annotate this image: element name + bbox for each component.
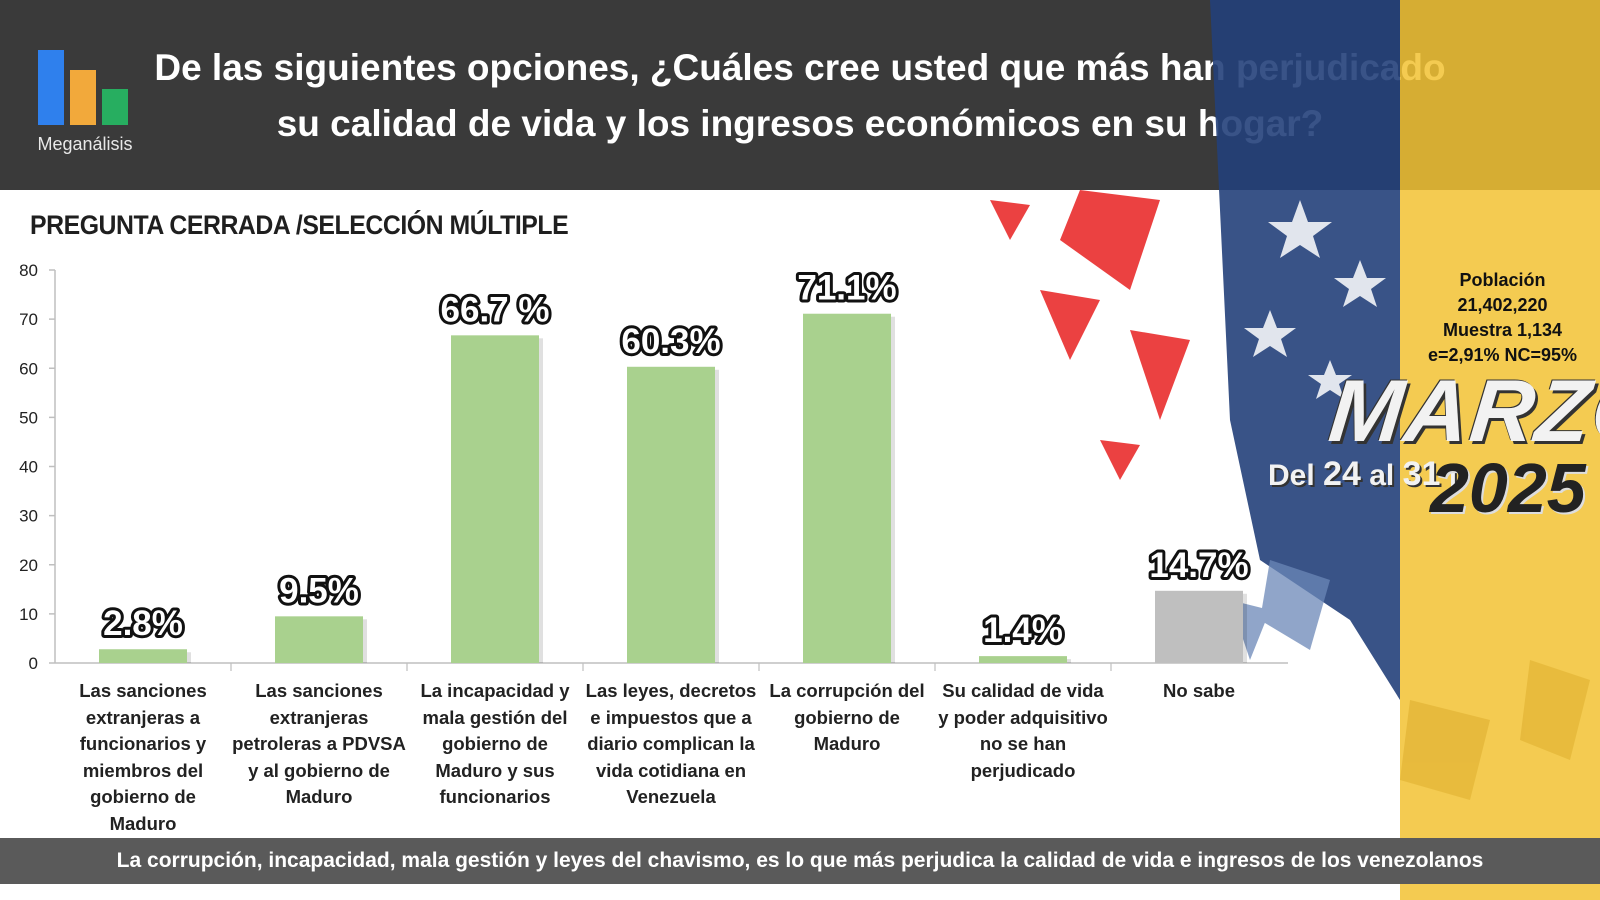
x-category-label-line: mala gestión del bbox=[422, 706, 568, 728]
x-category-label-line: y al gobierno de bbox=[248, 759, 390, 781]
x-category-label-line: gobierno de bbox=[442, 733, 548, 754]
survey-stats: Población 21,402,220 Muestra 1,134 e=2,9… bbox=[1405, 268, 1600, 368]
y-tick-label: 20 bbox=[19, 556, 38, 575]
logo-bar-green bbox=[102, 89, 128, 125]
bar bbox=[1155, 590, 1243, 663]
bar bbox=[99, 649, 187, 663]
month-banner: MARZO bbox=[1324, 361, 1600, 460]
x-category-label-line: e impuestos que a bbox=[590, 706, 752, 728]
x-category-label-line: perjudicado bbox=[970, 759, 1076, 781]
date-del: Del bbox=[1268, 459, 1315, 492]
date-separator: | bbox=[1448, 459, 1458, 492]
title-line-1: De las siguientes opciones, ¿Cuáles cree… bbox=[154, 47, 1446, 88]
bar-chart: 0 10 20 30 40 50 60 70 80 2.8% 9.5% 66.7 % 60.3% 71.… bbox=[19, 261, 1288, 673]
date-to: 31 bbox=[1402, 455, 1441, 493]
x-category-label-line: Venezuela bbox=[626, 786, 716, 807]
date-al: al bbox=[1369, 459, 1395, 492]
logo-bar-blue bbox=[38, 50, 64, 125]
x-category-label-line: La corrupción del bbox=[769, 680, 925, 701]
bar bbox=[627, 366, 715, 663]
page-title: De las siguientes opciones, ¿Cuáles cree… bbox=[150, 40, 1450, 152]
muestra: Muestra 1,134 bbox=[1442, 320, 1563, 340]
x-category-label-line: Maduro bbox=[285, 786, 353, 807]
bar-value-label: 71.1% bbox=[797, 269, 896, 308]
poblacion-label: Población bbox=[1459, 270, 1546, 290]
x-category-label: La corrupción del gobierno de Maduro bbox=[759, 678, 935, 758]
x-category-label-line: extranjeras a bbox=[85, 706, 201, 728]
x-category-label-line: extranjeras bbox=[269, 706, 369, 728]
x-category-label: Las sanciones extranjeras a funcionarios y… bbox=[55, 678, 231, 837]
y-tick-label: 30 bbox=[19, 507, 38, 526]
x-category-label-line: vida cotidiana en bbox=[595, 759, 747, 781]
x-category-label-line: no se han bbox=[979, 733, 1067, 754]
x-category-label-line: No sabe bbox=[1163, 680, 1235, 701]
y-tick-label: 40 bbox=[19, 458, 38, 477]
x-category-label-line: diario complican la bbox=[587, 733, 755, 754]
y-tick-label: 60 bbox=[19, 359, 38, 378]
bar-value-label: 1.4% bbox=[983, 611, 1063, 650]
poblacion-value: 21,402,220 bbox=[1457, 295, 1548, 315]
y-tick-label: 80 bbox=[19, 261, 38, 280]
x-category-label-line: Maduro bbox=[109, 812, 177, 834]
bar-value-label: 9.5% bbox=[279, 571, 359, 610]
x-category-label-line: La incapacidad y bbox=[420, 680, 570, 701]
logo-bar-orange bbox=[70, 70, 96, 125]
x-category-label-line: Su calidad de vida bbox=[942, 680, 1104, 701]
x-category-label-line: Maduro y sus bbox=[435, 759, 555, 781]
footer-conclusion: La corrupción, incapacidad, mala gestión… bbox=[0, 838, 1600, 884]
date-from: 24 bbox=[1323, 455, 1361, 493]
bar-value-label: 60.3% bbox=[621, 322, 720, 361]
x-category-label-line: petroleras a PDVSA bbox=[232, 733, 406, 754]
bar bbox=[803, 313, 891, 663]
x-category-label: Las sanciones extranjeras petroleras a PDV… bbox=[231, 678, 407, 811]
bar bbox=[451, 335, 539, 663]
x-category-label-line: funcionarios y bbox=[79, 733, 207, 754]
bar bbox=[275, 616, 363, 663]
year-banner: 2025 bbox=[1430, 449, 1586, 527]
x-category-label: Las leyes, decretos e impuestos que a diar… bbox=[583, 678, 759, 811]
x-category-label-line: gobierno de bbox=[90, 786, 196, 807]
bar bbox=[979, 656, 1067, 663]
x-category-label: Su calidad de vida y poder adquisitivo no … bbox=[935, 678, 1111, 784]
logo-text: Meganálisis bbox=[37, 134, 133, 154]
x-category-label-line: y poder adquisitivo bbox=[938, 706, 1108, 728]
y-tick-label: 0 bbox=[29, 654, 38, 673]
x-category-label-line: Las sanciones bbox=[255, 680, 383, 701]
bar-value-label: 66.7 % bbox=[441, 290, 550, 329]
x-category-label-line: miembros del bbox=[82, 759, 204, 781]
y-tick-label: 70 bbox=[19, 310, 38, 329]
y-tick-label: 50 bbox=[19, 408, 38, 427]
x-category-label-line: Las leyes, decretos bbox=[585, 680, 757, 701]
chart-data-labels: 2.8% 9.5% 66.7 % 60.3% 71.1% 1.4% 14.7% bbox=[100, 266, 1252, 653]
title-line-2: su calidad de vida y los ingresos económ… bbox=[276, 103, 1324, 144]
x-category-label: La incapacidad y mala gestión del gobierno… bbox=[407, 678, 583, 811]
question-type-subtitle: PREGUNTA CERRADA /SELECCIÓN MÚLTIPLE bbox=[30, 210, 569, 240]
header-banner: Meganálisis De las siguientes opciones, … bbox=[0, 0, 1600, 190]
y-tick-label: 10 bbox=[19, 605, 38, 624]
x-category-label-line: gobierno de bbox=[794, 706, 900, 728]
x-category-label: No sabe bbox=[1111, 678, 1287, 705]
date-range: Del 24 al 31 | bbox=[1268, 455, 1457, 494]
chart-bars bbox=[99, 313, 1247, 663]
margin-of-error: e=2,91% NC=95% bbox=[1427, 345, 1578, 365]
meganalisis-logo: Meganálisis bbox=[30, 40, 140, 155]
x-category-label-line: Maduro bbox=[813, 733, 881, 754]
x-category-label-line: Las sanciones bbox=[79, 680, 207, 701]
bar-value-label: 14.7% bbox=[1149, 546, 1248, 585]
bar-value-label: 2.8% bbox=[103, 604, 183, 643]
x-category-label-line: funcionarios bbox=[439, 786, 551, 807]
